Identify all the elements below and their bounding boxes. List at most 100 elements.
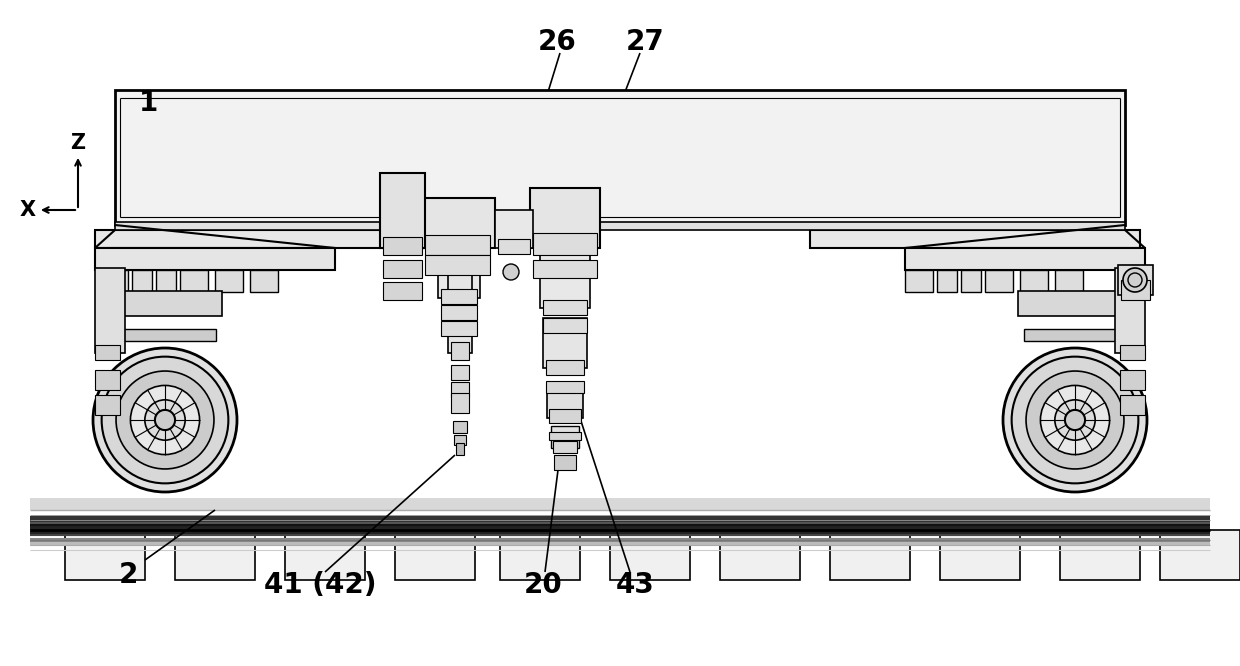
Bar — [30, 526, 1210, 534]
Bar — [1018, 291, 1138, 316]
Bar — [30, 542, 1210, 546]
Text: 43: 43 — [615, 571, 655, 599]
Bar — [533, 233, 596, 255]
Bar — [115, 222, 1125, 230]
Bar — [95, 248, 335, 270]
Bar — [533, 260, 596, 278]
Bar — [547, 388, 583, 418]
Bar — [1118, 265, 1153, 295]
Bar — [441, 305, 477, 320]
Bar — [940, 530, 1021, 580]
Bar — [441, 289, 477, 304]
Bar — [131, 270, 153, 292]
Circle shape — [1025, 371, 1123, 469]
Circle shape — [102, 356, 228, 484]
Bar — [451, 365, 469, 380]
Bar — [830, 530, 910, 580]
Bar — [383, 282, 422, 300]
Bar — [425, 235, 490, 255]
Bar — [529, 188, 600, 248]
Bar — [30, 538, 1210, 542]
Bar — [610, 530, 689, 580]
Circle shape — [155, 410, 175, 430]
Circle shape — [117, 371, 215, 469]
Bar — [448, 268, 472, 353]
Text: 1: 1 — [139, 89, 157, 117]
Bar — [383, 237, 422, 255]
Bar — [180, 270, 208, 292]
Circle shape — [1003, 348, 1147, 492]
Text: X: X — [20, 200, 36, 220]
Bar — [546, 381, 584, 393]
Text: 26: 26 — [538, 28, 577, 56]
Bar — [1115, 268, 1145, 353]
Bar — [1120, 370, 1145, 390]
Bar — [720, 530, 800, 580]
Circle shape — [130, 386, 200, 455]
Circle shape — [503, 264, 520, 280]
Bar — [441, 321, 477, 336]
Bar — [30, 522, 1210, 528]
Bar — [1060, 530, 1140, 580]
Bar — [115, 90, 1125, 225]
Bar — [543, 318, 587, 368]
Bar — [95, 268, 125, 353]
Bar — [30, 498, 1210, 510]
Bar — [456, 443, 464, 455]
Bar — [250, 270, 278, 292]
Circle shape — [1123, 268, 1147, 292]
Bar — [454, 435, 466, 445]
Text: 20: 20 — [523, 571, 563, 599]
Bar — [937, 270, 957, 292]
Bar — [100, 270, 128, 292]
Bar — [554, 455, 577, 470]
Bar — [1021, 270, 1048, 292]
Bar — [551, 426, 579, 448]
Circle shape — [1065, 410, 1085, 430]
Bar — [64, 530, 145, 580]
Bar — [553, 441, 577, 453]
Bar — [1121, 280, 1149, 300]
Bar — [905, 270, 932, 292]
Bar — [1024, 329, 1132, 341]
Bar — [425, 255, 490, 275]
Bar — [30, 516, 1210, 522]
Bar — [451, 393, 469, 413]
Bar — [905, 248, 1145, 270]
Bar — [498, 239, 529, 254]
Bar — [549, 432, 582, 440]
Bar — [215, 270, 243, 292]
Bar — [543, 318, 587, 333]
Circle shape — [1055, 400, 1095, 440]
Bar — [156, 270, 176, 292]
Bar — [1159, 530, 1240, 580]
Bar — [1120, 345, 1145, 360]
Bar — [546, 360, 584, 375]
Bar — [451, 382, 469, 397]
Bar — [1055, 270, 1083, 292]
Circle shape — [1040, 386, 1110, 455]
Text: 27: 27 — [626, 28, 665, 56]
Bar — [1120, 395, 1145, 415]
Bar — [985, 270, 1013, 292]
Circle shape — [1012, 356, 1138, 484]
Bar — [500, 530, 580, 580]
Bar — [102, 291, 222, 316]
Bar — [453, 421, 467, 433]
Bar — [420, 198, 495, 248]
Bar — [95, 345, 120, 360]
Bar — [285, 530, 365, 580]
Bar — [539, 248, 590, 308]
Bar — [396, 530, 475, 580]
Bar — [383, 260, 422, 278]
Bar — [810, 230, 1140, 248]
Bar — [549, 409, 582, 423]
Bar — [961, 270, 981, 292]
Text: Z: Z — [71, 133, 86, 153]
Text: 41 (42): 41 (42) — [264, 571, 376, 599]
Circle shape — [145, 400, 185, 440]
Circle shape — [93, 348, 237, 492]
Bar — [95, 395, 120, 415]
Bar — [438, 243, 480, 298]
Bar — [175, 530, 255, 580]
